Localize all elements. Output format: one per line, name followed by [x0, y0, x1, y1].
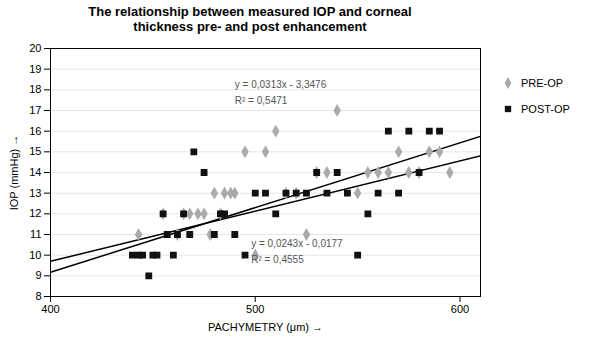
svg-text:600: 600 — [451, 303, 469, 315]
svg-text:17: 17 — [29, 104, 41, 116]
html-text:The relationship between measu: The relationship between measured IOP an… — [88, 4, 412, 34]
svg-text:10: 10 — [29, 249, 41, 261]
svg-text:11: 11 — [30, 228, 41, 240]
svg-text:500: 500 — [246, 303, 264, 315]
svg-text:14: 14 — [29, 166, 41, 178]
svg-text:12: 12 — [29, 207, 41, 219]
svg-text:IOP (mmHg) →: IOP (mmHg) → — [8, 135, 20, 211]
svg-text:20: 20 — [29, 42, 41, 54]
svg-text:y = 0,0313x - 3,3476: y = 0,0313x - 3,3476 — [235, 79, 327, 90]
svg-text:y = 0,0243x - 0,0177: y = 0,0243x - 0,0177 — [251, 238, 343, 249]
svg-text:18: 18 — [29, 83, 41, 95]
svg-text:8: 8 — [35, 290, 41, 302]
html-text:PRE-OP: PRE-OP — [521, 77, 564, 89]
svg-text:R² = 0,5471: R² = 0,5471 — [235, 95, 288, 106]
svg-text:PACHYMETRY (μm) →: PACHYMETRY (μm) → — [208, 321, 323, 333]
svg-text:19: 19 — [29, 63, 41, 75]
html-text:POST-OP: POST-OP — [521, 103, 570, 115]
svg-text:13: 13 — [29, 187, 41, 199]
svg-text:400: 400 — [41, 303, 59, 315]
svg-text:9: 9 — [35, 269, 41, 281]
svg-text:16: 16 — [29, 125, 41, 137]
svg-text:15: 15 — [29, 145, 41, 157]
svg-text:R² = 0,4555: R² = 0,4555 — [251, 254, 304, 265]
